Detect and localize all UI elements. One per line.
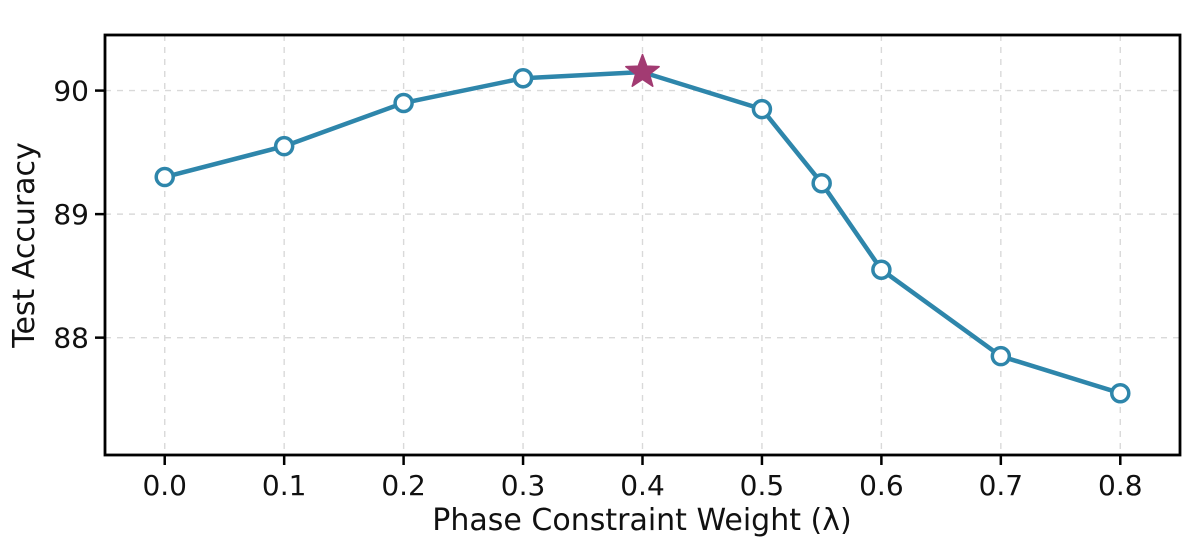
y-axis-label: Test Accuracy bbox=[7, 142, 42, 349]
y-tick-label: 90 bbox=[53, 75, 89, 108]
x-tick-label: 0.0 bbox=[142, 469, 187, 502]
x-tick-label: 0.8 bbox=[1098, 469, 1143, 502]
data-point-marker bbox=[393, 92, 414, 114]
best-point-star-marker bbox=[625, 53, 660, 87]
data-point-marker bbox=[751, 98, 773, 120]
x-axis-label: Phase Constraint Weight (λ) bbox=[432, 503, 851, 538]
x-tick-label: 0.3 bbox=[501, 469, 546, 502]
data-point-marker bbox=[871, 259, 892, 280]
data-series bbox=[154, 53, 1131, 404]
x-tick-label: 0.7 bbox=[979, 469, 1024, 502]
data-point-marker bbox=[154, 166, 175, 188]
x-tick-label: 0.4 bbox=[620, 469, 665, 502]
y-tick-label: 88 bbox=[53, 322, 89, 355]
x-tick-label: 0.2 bbox=[381, 469, 426, 502]
x-tick-label: 0.5 bbox=[740, 469, 785, 502]
gridlines bbox=[105, 35, 1180, 455]
data-point-marker bbox=[273, 135, 295, 157]
y-tick-label: 89 bbox=[53, 198, 89, 231]
tick-labels: 0.0 0.1 0.2 0.3 0.4 0.5 0.6 0.7 0.8 88 89 90 bbox=[53, 75, 1142, 502]
accuracy-line bbox=[162, 69, 1123, 396]
x-tick-label: 0.6 bbox=[859, 469, 904, 502]
data-point-marker bbox=[1110, 382, 1131, 404]
axis-ticks bbox=[95, 89, 1122, 465]
data-point-marker bbox=[512, 67, 534, 89]
data-point-marker bbox=[811, 172, 832, 194]
x-tick-label: 0.1 bbox=[262, 469, 307, 502]
data-point-marker bbox=[990, 345, 1012, 367]
